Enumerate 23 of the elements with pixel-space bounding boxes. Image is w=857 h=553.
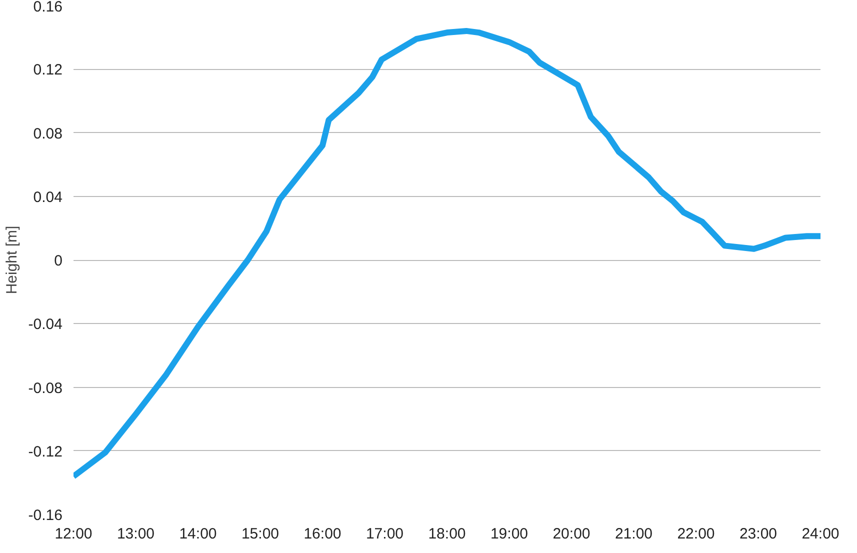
x-tick-label: 21:00 — [614, 526, 653, 542]
y-axis-title: Height [m] — [3, 226, 20, 294]
x-tick-label: 15:00 — [241, 526, 280, 542]
y-tick-label: 0.08 — [33, 125, 63, 142]
y-tick-label: 0 — [54, 252, 62, 270]
y-tick-label: -0.16 — [28, 507, 63, 524]
x-tick-label: 19:00 — [490, 526, 528, 542]
y-tick-label: -0.04 — [28, 316, 63, 334]
x-tick-label: 13:00 — [116, 526, 155, 542]
x-tick-label: 12:00 — [54, 526, 92, 542]
y-tick-label: -0.12 — [28, 443, 63, 460]
y-tick-label: 0.16 — [33, 0, 63, 16]
x-tick-label: 16:00 — [304, 526, 342, 542]
x-tick-label: 18:00 — [428, 526, 466, 542]
x-tick-label: 22:00 — [677, 526, 715, 542]
y-tick-label: 0.12 — [33, 62, 63, 79]
x-tick-label: 17:00 — [366, 526, 404, 542]
x-tick-label: 24:00 — [802, 526, 840, 542]
y-tick-label: 0.04 — [33, 188, 63, 206]
x-tick-label: 20:00 — [552, 526, 590, 542]
x-tick-label: 23:00 — [739, 526, 778, 542]
x-tick-label: 14:00 — [179, 526, 217, 542]
y-tick-label: -0.08 — [28, 380, 63, 397]
